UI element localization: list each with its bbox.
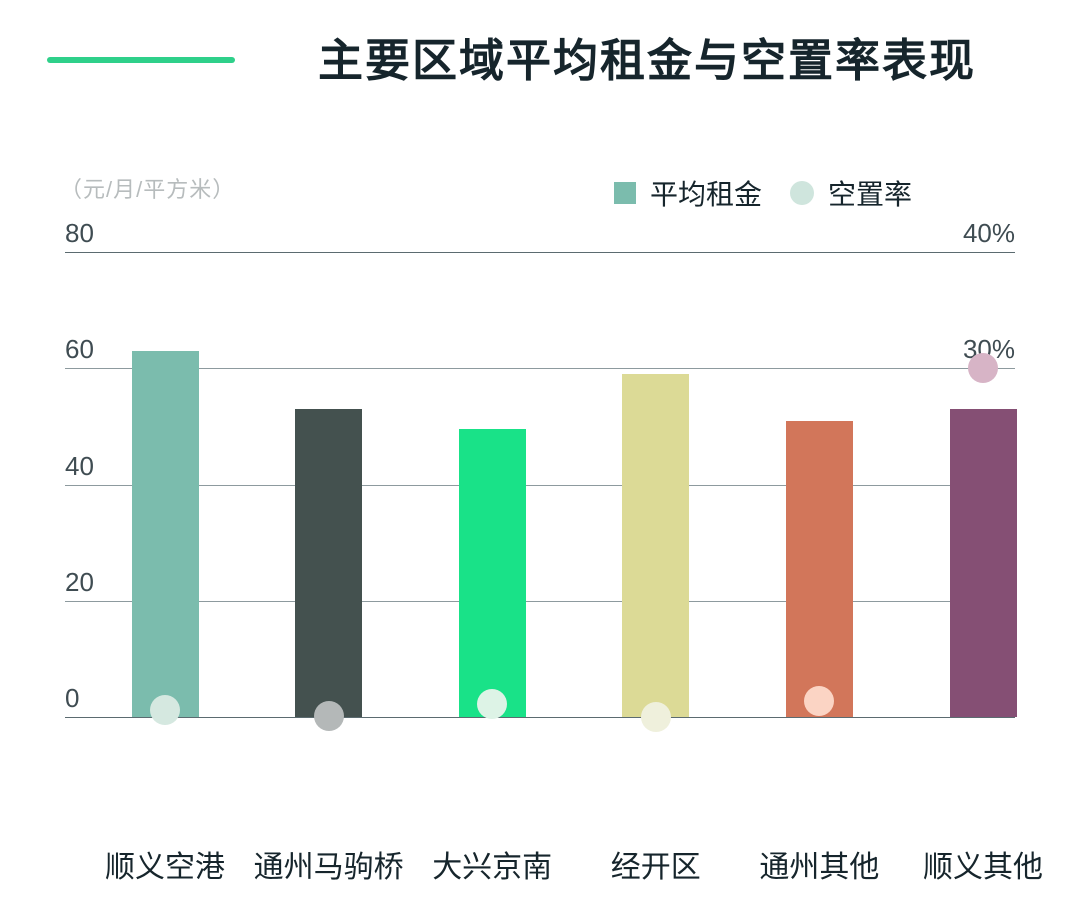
y-axis-tick-left: 60	[65, 334, 94, 365]
dot-vacancy-rate[interactable]	[640, 702, 671, 732]
bar-average-rent[interactable]	[622, 374, 690, 717]
x-axis-category-label: 大兴京南	[432, 851, 553, 884]
bar-average-rent[interactable]	[458, 429, 526, 717]
page-header: 主要区域平均租金与空置率表现	[0, 0, 1080, 120]
x-axis-category-label: 顺义空港	[105, 851, 225, 884]
y-axis-unit-label: （元/月/平方米）	[60, 177, 236, 202]
gridline	[65, 252, 1015, 253]
y-axis-tick-left: 20	[65, 566, 94, 597]
bar-average-rent[interactable]	[785, 420, 853, 717]
dot-vacancy-rate[interactable]	[804, 685, 835, 716]
gridline	[65, 484, 1015, 486]
legend-square-icon	[614, 182, 636, 204]
legend-label: 空置率	[828, 179, 913, 210]
legend-circle-icon	[790, 181, 815, 205]
y-axis-tick-right: 40%	[962, 218, 1015, 248]
legend-item-vacancy-rate[interactable]: 空置率	[790, 173, 912, 213]
chart-legend: 平均租金 空置率	[614, 176, 912, 210]
bar-average-rent[interactable]	[295, 408, 363, 717]
bar-average-rent[interactable]	[131, 350, 199, 717]
x-axis-category-label: 通州其他	[759, 851, 880, 884]
x-axis-category-label: 通州马驹桥	[253, 851, 404, 884]
dot-vacancy-rate[interactable]	[313, 700, 344, 731]
dot-vacancy-rate[interactable]	[968, 353, 998, 384]
legend-item-average-rent[interactable]: 平均租金	[614, 173, 762, 213]
y-axis-tick-left: 80	[65, 218, 94, 248]
y-axis-tick-left: 40	[65, 450, 94, 481]
gridline	[65, 717, 1015, 718]
gridline	[65, 368, 1015, 370]
x-axis-category-labels: 顺义空港 通州马驹桥 大兴京南 经开区 通州其他 顺义其他	[65, 842, 1043, 902]
x-axis-category-label: 顺义其他	[923, 851, 1043, 884]
page-title: 主要区域平均租金与空置率表现	[318, 35, 977, 86]
gridline	[65, 600, 1015, 602]
title-accent-rule	[47, 57, 235, 63]
legend-label: 平均租金	[650, 179, 763, 210]
dot-vacancy-rate[interactable]	[477, 689, 508, 720]
chart-container: （元/月/平方米） 平均租金 空置率 8040%6030%4020%2010%0…	[0, 120, 1080, 884]
y-axis-tick-left: 0	[65, 683, 80, 713]
x-axis-category-label: 经开区	[610, 851, 701, 884]
dot-vacancy-rate[interactable]	[150, 695, 180, 726]
bar-average-rent[interactable]	[949, 408, 1017, 717]
